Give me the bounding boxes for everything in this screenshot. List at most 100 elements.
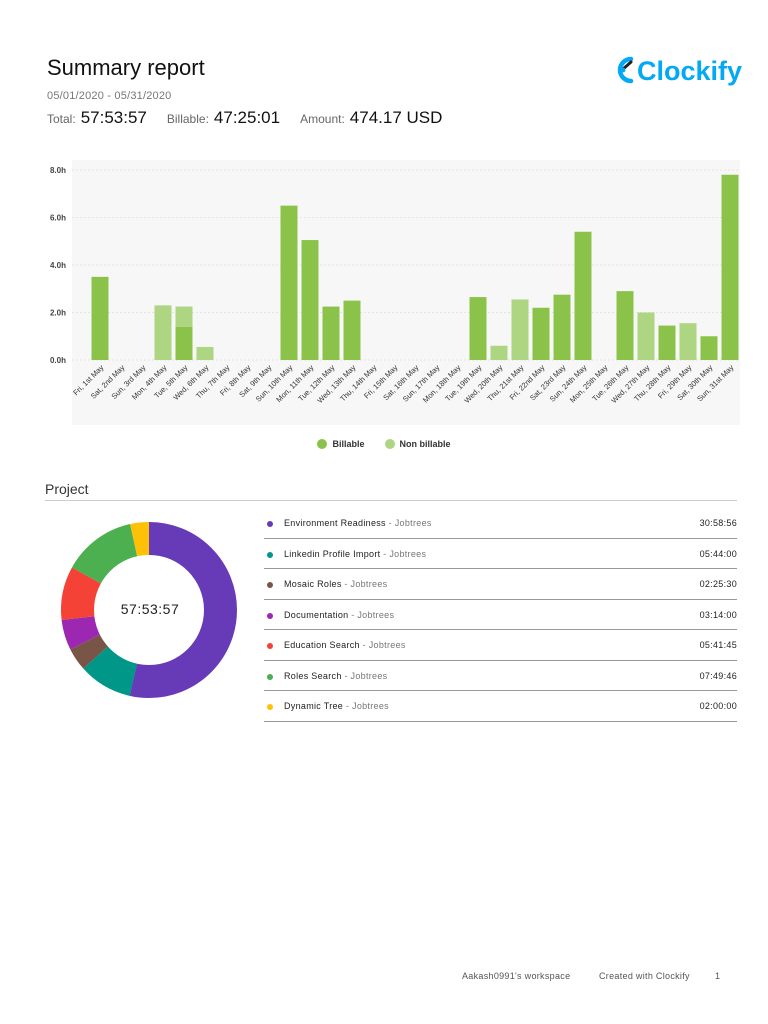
project-row[interactable]: Mosaic Roles - Jobtrees 02:25:30 [264, 569, 737, 600]
donut-hole [94, 555, 204, 665]
bar-non-billable[interactable] [154, 305, 172, 360]
footer-created-with: Created with Clockify [599, 971, 690, 981]
project-row[interactable]: Environment Readiness - Jobtrees 30:58:56 [264, 508, 737, 539]
section-divider [45, 500, 737, 501]
project-name-cell: Education Search - Jobtrees [284, 640, 406, 650]
project-name: Mosaic Roles [284, 579, 342, 589]
bar-non-billable[interactable] [679, 323, 697, 360]
bar-billable[interactable] [721, 174, 739, 360]
project-client: - Jobtrees [341, 579, 388, 589]
amount-label: Amount: [300, 112, 345, 126]
bar-non-billable[interactable] [490, 345, 508, 360]
bar-billable[interactable] [343, 300, 361, 360]
project-name: Environment Readiness [284, 518, 386, 528]
total-value: 57:53:57 [80, 108, 147, 127]
project-duration: 30:58:56 [699, 518, 737, 528]
project-name: Dynamic Tree [284, 701, 344, 711]
project-name: Education Search [284, 640, 360, 650]
project-name-cell: Dynamic Tree - Jobtrees [284, 701, 389, 711]
legend-item-non-billable[interactable]: Non billable [384, 439, 451, 449]
project-row[interactable]: Roles Search - Jobtrees 07:49:46 [264, 661, 737, 691]
bar-billable[interactable] [280, 205, 298, 360]
project-color-dot [267, 643, 273, 649]
project-name-cell: Mosaic Roles - Jobtrees [284, 579, 387, 589]
project-name: Roles Search [284, 670, 342, 681]
clockify-logo-text: Clockify [637, 56, 742, 86]
bar-non-billable[interactable] [175, 306, 193, 327]
project-duration: 05:41:45 [699, 640, 737, 650]
bar-non-billable[interactable] [637, 312, 655, 361]
y-tick-label: 2.0h [50, 309, 66, 318]
donut-segment[interactable] [55, 522, 245, 702]
donut-segment[interactable] [61, 522, 237, 698]
project-name-cell: Documentation - Jobtrees [284, 610, 394, 620]
legend-billable-label: Billable [332, 439, 365, 449]
y-tick-label: 4.0h [50, 261, 66, 270]
project-client: - Jobtrees [359, 640, 406, 650]
project-color-dot [267, 582, 273, 588]
donut-segment[interactable] [60, 522, 237, 698]
donut-segment[interactable] [61, 522, 237, 698]
bar-billable[interactable] [322, 306, 340, 360]
project-row[interactable]: Linkedin Profile Import - Jobtrees 05:44:… [264, 539, 737, 569]
project-row[interactable]: Dynamic Tree - Jobtrees 02:00:00 [264, 691, 737, 722]
clockify-logo: Clockify [617, 56, 742, 86]
bar-billable[interactable] [301, 240, 319, 360]
amount-value: 474.17 USD [349, 108, 443, 127]
project-duration: 02:00:00 [699, 701, 737, 711]
bar-billable[interactable] [700, 336, 718, 360]
bar-billable[interactable] [658, 325, 676, 360]
project-color-dot [267, 612, 273, 619]
footer-workspace: Aakash0991's workspace [462, 971, 571, 981]
project-name: Documentation [284, 609, 349, 620]
y-tick-label: 0.0h [50, 356, 66, 365]
footer-page-number: 1 [715, 971, 721, 981]
legend-item-billable[interactable]: Billable [317, 439, 365, 449]
project-name: Linkedin Profile Import [284, 548, 381, 559]
project-color-dot [267, 704, 273, 710]
project-name-cell: Roles Search - Jobtrees [284, 671, 387, 681]
donut-total: 57:53:57 [120, 601, 180, 617]
project-client: - Jobtrees [385, 518, 432, 528]
bar-billable[interactable] [175, 326, 193, 360]
bar-billable[interactable] [469, 297, 487, 360]
project-donut-chart [55, 522, 245, 702]
project-name-cell: Linkedin Profile Import - Jobtrees [284, 549, 426, 559]
y-tick-label: 6.0h [50, 214, 66, 223]
legend-non-billable-label: Non billable [399, 439, 451, 449]
totals-row: Total: 57:53:57 Billable: 47:25:01 Amoun… [47, 108, 462, 128]
project-client: - Jobtrees [343, 701, 389, 711]
project-color-dot [267, 673, 273, 680]
date-range: 05/01/2020 - 05/31/2020 [47, 90, 172, 102]
legend-billable-swatch [317, 439, 328, 449]
total-label: Total: [47, 112, 76, 126]
project-client: - Jobtrees [380, 548, 427, 559]
clockify-logo-mark [617, 56, 634, 84]
y-tick-label: 8.0h [50, 166, 66, 175]
project-list: Environment Readiness - Jobtrees 30:58:56… [264, 508, 737, 722]
legend-non-billable-swatch [384, 439, 395, 449]
bar-billable[interactable] [553, 294, 571, 360]
project-name-cell: Environment Readiness - Jobtrees [284, 518, 432, 528]
project-duration: 07:49:46 [699, 670, 737, 681]
project-color-dot [267, 551, 273, 558]
project-client: - Jobtrees [341, 670, 388, 681]
bar-non-billable[interactable] [196, 346, 214, 360]
billable-label: Billable: [166, 112, 209, 126]
chart-legend: Billable Non billable [0, 439, 768, 449]
project-client: - Jobtrees [348, 609, 395, 620]
bar-billable[interactable] [532, 307, 550, 360]
report-title: Summary report [47, 55, 205, 80]
billable-value: 47:25:01 [213, 108, 281, 127]
bar-billable[interactable] [574, 231, 592, 360]
bar-billable[interactable] [91, 276, 109, 360]
project-row[interactable]: Documentation - Jobtrees 03:14:00 [264, 600, 737, 630]
bar-billable[interactable] [616, 291, 634, 360]
bar-non-billable[interactable] [511, 299, 529, 360]
project-color-dot [267, 521, 273, 527]
project-row[interactable]: Education Search - Jobtrees 05:41:45 [264, 630, 737, 661]
project-duration: 02:25:30 [699, 579, 737, 589]
project-duration: 05:44:00 [699, 548, 737, 559]
project-section-title: Project [45, 481, 89, 497]
